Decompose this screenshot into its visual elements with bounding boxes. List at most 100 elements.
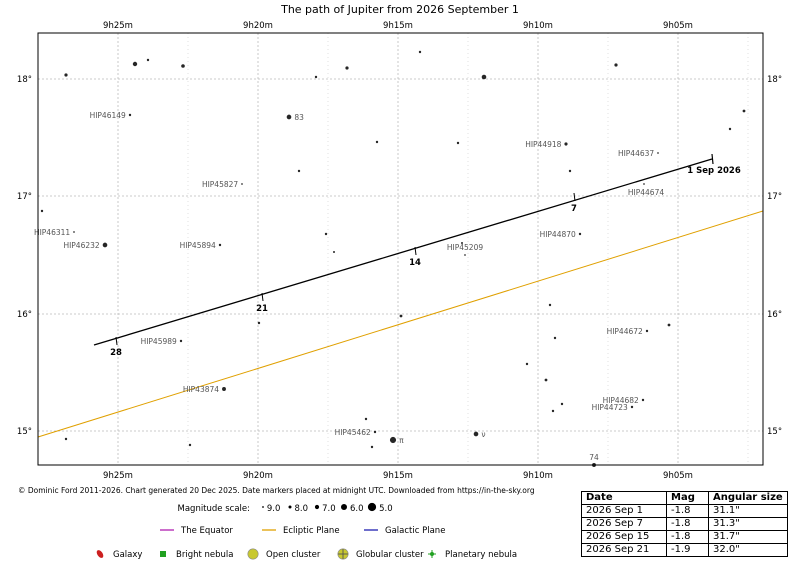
star-label: HIP45209 xyxy=(447,243,483,252)
legend-label: Ecliptic Plane xyxy=(283,526,340,536)
background-star xyxy=(333,251,335,253)
galaxy-icon xyxy=(96,550,104,558)
background-star xyxy=(544,378,548,382)
background-star xyxy=(728,127,732,131)
star-label: ν xyxy=(481,430,485,439)
star-label: 83 xyxy=(294,113,304,122)
star-label: HIP45989 xyxy=(141,337,177,346)
jupiter-path-line xyxy=(93,158,713,346)
ephemeris-table: Date Mag Angular size 2026 Sep 1 -1.8 31… xyxy=(581,491,788,557)
object-legend-label: Globular cluster xyxy=(356,550,424,560)
jupiter-path: 1 Sep 2026 7 14 21 28 xyxy=(93,153,741,358)
star-marker xyxy=(564,142,568,146)
star-marker xyxy=(657,152,659,154)
background-star xyxy=(418,50,422,54)
date-marker-label: 21 xyxy=(256,304,268,314)
globular-cluster-icon xyxy=(337,548,349,560)
background-star xyxy=(553,336,557,340)
y-tick-label-right: 16° xyxy=(767,310,782,320)
x-tick-label-top: 9h05m xyxy=(663,21,693,31)
jupiter-path-start-tick xyxy=(711,153,714,165)
table-row: 2026 Sep 15 -1.8 31.7" xyxy=(581,530,788,544)
background-star xyxy=(560,402,564,406)
star-marker xyxy=(630,405,634,409)
star-marker xyxy=(286,114,292,120)
background-star xyxy=(146,58,150,62)
x-tick-label-top: 9h10m xyxy=(523,21,553,31)
x-tick-label-top: 9h15m xyxy=(383,21,413,31)
background-star xyxy=(188,443,192,447)
table-cell: 2026 Sep 15 xyxy=(581,530,667,544)
open-cluster-icon xyxy=(247,548,259,560)
background-star xyxy=(64,73,68,77)
background-star xyxy=(370,445,374,449)
star-label: HIP44723 xyxy=(592,403,628,412)
x-tick-label-bottom: 9h05m xyxy=(663,471,693,481)
y-tick-label-left: 16° xyxy=(17,310,32,320)
object-legend-label: Open cluster xyxy=(266,550,321,560)
y-tick-label-left: 17° xyxy=(17,192,32,202)
star-marker xyxy=(645,329,649,333)
table-cell: 31.1" xyxy=(708,504,788,518)
star-label: HIP45894 xyxy=(180,241,216,250)
magnitude-dot xyxy=(314,504,320,510)
magnitude-dot xyxy=(262,506,264,508)
object-legend: Galaxy Bright nebula Open cluster Globular … xyxy=(96,548,517,560)
magnitude-value: 9.0 xyxy=(267,504,281,514)
star-marker xyxy=(389,436,397,444)
y-tick-label-left: 15° xyxy=(17,427,32,437)
star-label: HIP44674 xyxy=(628,188,664,197)
star-label: HIP46311 xyxy=(34,228,70,237)
table-row: 2026 Sep 1 -1.8 31.1" xyxy=(581,504,788,518)
x-tick-label-bottom: 9h25m xyxy=(103,471,133,481)
background-star xyxy=(399,314,403,318)
table-row: 2026 Sep 7 -1.8 31.3" xyxy=(581,517,788,531)
legend-label: Galactic Plane xyxy=(385,526,445,536)
background-star xyxy=(364,417,368,421)
background-star xyxy=(667,323,671,327)
table-header: Angular size xyxy=(708,491,788,505)
star-label: HIP45462 xyxy=(335,428,371,437)
background-star xyxy=(548,303,552,307)
x-tick-label-bottom: 9h10m xyxy=(523,471,553,481)
background-star xyxy=(345,66,349,70)
date-marker-tick xyxy=(115,336,118,346)
background-star xyxy=(64,437,68,441)
y-tick-label-left: 18° xyxy=(17,75,32,85)
background-star xyxy=(481,74,487,80)
star-marker xyxy=(179,339,183,343)
background-star xyxy=(314,75,318,79)
star-label: HIP44682 xyxy=(603,396,639,405)
background-star xyxy=(456,141,460,145)
star-marker xyxy=(218,243,222,247)
grid xyxy=(38,33,763,465)
star-label: π xyxy=(399,436,404,445)
magnitude-value: 5.0 xyxy=(379,504,393,514)
date-marker-label: 14 xyxy=(409,258,421,268)
magnitude-value: 6.0 xyxy=(350,504,364,514)
ecliptic-line xyxy=(37,210,764,438)
background-star xyxy=(742,109,746,113)
background-star xyxy=(568,169,572,173)
y-tick-label-right: 17° xyxy=(767,192,782,202)
background-star xyxy=(257,321,261,325)
table-cell: -1.8 xyxy=(666,530,709,544)
plane-legend: The Equator Ecliptic Plane Galactic Plane xyxy=(160,526,445,536)
table-header-row: Date Mag Angular size xyxy=(581,491,788,505)
background-star xyxy=(525,362,529,366)
star-label: HIP45827 xyxy=(202,180,238,189)
table-cell: 32.0" xyxy=(708,543,788,557)
star-label: HIP46149 xyxy=(90,111,126,120)
star-marker xyxy=(373,430,377,434)
stars: HIP46149 83 HIP44918 HIP44637 HIP45827 HIP446… xyxy=(34,50,746,467)
background-star xyxy=(181,64,185,68)
star-label: HIP44672 xyxy=(607,327,643,336)
star-marker xyxy=(222,387,226,391)
star-marker xyxy=(578,232,582,236)
star-marker xyxy=(464,254,466,256)
table-cell: 31.7" xyxy=(708,530,788,544)
star-label: HIP44918 xyxy=(525,140,561,149)
x-tick-label-top: 9h25m xyxy=(103,21,133,31)
